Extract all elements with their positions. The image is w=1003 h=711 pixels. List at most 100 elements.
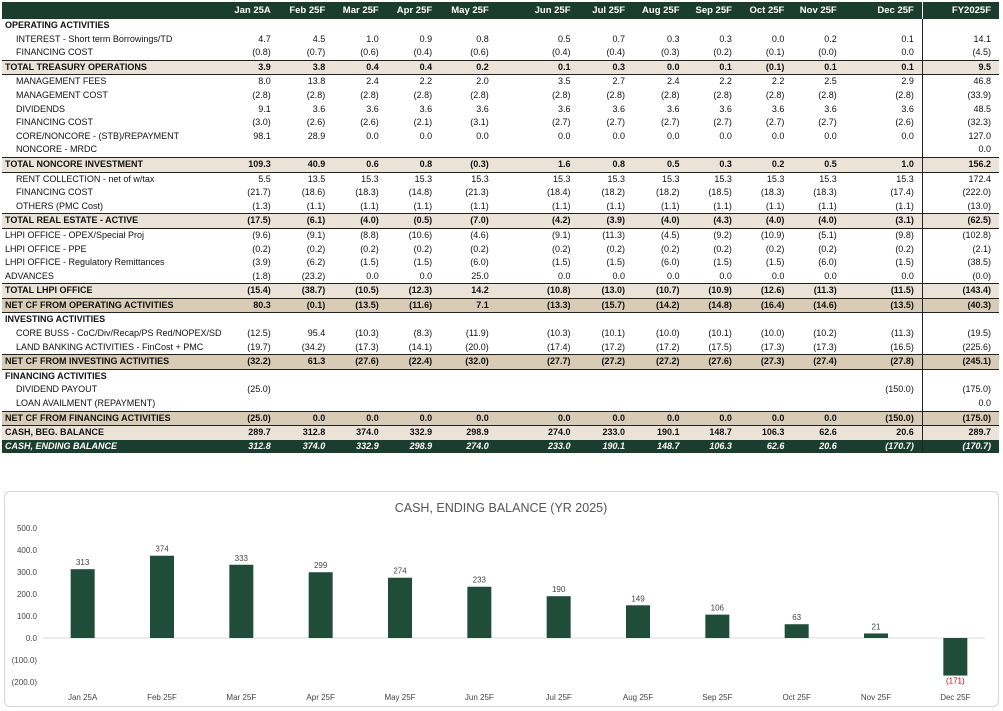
table-cell: 0.3 — [687, 156, 740, 173]
table-cell — [497, 313, 579, 327]
table-cell: (2.8) — [413, 89, 433, 100]
table-cell: 0.4 — [333, 59, 387, 76]
table-cell: (0.2) — [252, 243, 271, 254]
header-col-7: Jul 25F — [578, 2, 634, 19]
table-cell: 62.6 — [739, 439, 793, 454]
row-label: NET CF FROM INVESTING ACTIVITIES — [2, 354, 225, 370]
row-label: FINANCING COST — [16, 47, 94, 58]
x-tick-label: Aug 25F — [623, 693, 653, 702]
table-cell: 7.1 — [440, 297, 497, 314]
table-cell: (2.7) — [661, 117, 680, 128]
table-cell: (10.3) — [547, 328, 571, 339]
table-cell: 298.9 — [386, 439, 441, 454]
table-cell: 2.4 — [366, 76, 379, 87]
table-cell: (0.2) — [306, 243, 326, 254]
table-cell: (4.0) — [792, 213, 845, 229]
y-tick-label: (200.0) — [12, 678, 38, 687]
table-cell: 2.5 — [824, 76, 837, 87]
table-cell — [633, 19, 688, 33]
x-tick-label: Feb 25F — [147, 693, 177, 702]
table-cell: (2.8) — [552, 89, 571, 100]
table-cell — [387, 143, 440, 157]
table-cell: (6.0) — [818, 257, 837, 268]
table-cell: (1.5) — [360, 257, 379, 268]
table-row: LHPI OFFICE - OPEX/Special Proj (9.6) (9.1… — [2, 228, 999, 243]
table-cell: 62.6 — [792, 425, 845, 440]
table-cell: 0.1 — [901, 33, 914, 44]
table-cell — [579, 19, 634, 33]
table-cell: (1.1) — [713, 200, 732, 211]
row-label: TOTAL NONCORE INVESTMENT — [2, 156, 225, 173]
table-cell: (27.6) — [687, 354, 740, 370]
table-cell: (18.4) — [547, 187, 571, 198]
table-cell: (4.5) — [921, 46, 999, 61]
table-cell: (6.1) — [278, 213, 334, 229]
table-cell: (0.1) — [739, 59, 793, 76]
bar-apr-25f — [308, 572, 333, 638]
table-cell — [792, 369, 844, 383]
table-cell — [497, 19, 579, 33]
table-cell: 14.1 — [921, 32, 999, 47]
table-cell: 46.8 — [921, 74, 999, 89]
header-col-8: Aug 25F — [633, 2, 688, 19]
table-cell: 9.5 — [921, 59, 999, 76]
table-cell: (18.5) — [708, 187, 732, 198]
table-cell — [633, 397, 688, 411]
table-cell — [333, 19, 386, 33]
table-cell: (2.8) — [661, 89, 680, 100]
table-cell: (1.5) — [765, 257, 785, 268]
table-cell: (0.2) — [552, 243, 571, 254]
table-cell — [387, 19, 440, 33]
data-label: 313 — [76, 558, 90, 567]
table-cell: 0.0 — [719, 130, 732, 141]
table-cell: 13.5 — [307, 173, 326, 184]
table-cell: 15.3 — [471, 173, 489, 184]
table-cell: 0.0 — [824, 270, 837, 281]
table-cell — [497, 143, 579, 157]
table-cell: (2.8) — [252, 89, 271, 100]
table-cell: (1.5) — [552, 257, 571, 268]
table-cell: (8.8) — [360, 229, 379, 240]
y-tick-label: 300.0 — [17, 568, 38, 577]
table-cell — [387, 383, 440, 397]
table-cell: (3.1) — [470, 117, 489, 128]
table-cell: (2.8) — [470, 89, 489, 100]
table-cell: (17.3) — [813, 341, 837, 352]
table-cell — [224, 313, 279, 327]
row-label: MANAGEMENT FEES — [16, 76, 107, 87]
y-tick-label: 0.0 — [26, 634, 38, 643]
table-cell: (18.2) — [656, 187, 680, 198]
bar-sep-25f — [705, 614, 730, 638]
table-cell: (0.2) — [818, 243, 837, 254]
table-cell: 4.5 — [312, 33, 326, 44]
table-cell: (170.7) — [844, 439, 923, 454]
table-cell — [921, 19, 999, 33]
table-cell: 0.0 — [901, 47, 914, 58]
table-cell: (0.2) — [360, 243, 379, 254]
table-cell — [440, 369, 497, 383]
table-cell: 15.3 — [414, 173, 433, 184]
table-cell: (16.4) — [739, 297, 793, 314]
table-cell — [633, 383, 688, 397]
table-cell: 20.6 — [844, 425, 923, 440]
table-cell: (1.1) — [552, 200, 571, 211]
table-cell — [440, 19, 497, 33]
table-cell: (15.7) — [578, 297, 634, 314]
data-label: 333 — [235, 554, 249, 563]
table-cell: 0.0 — [633, 410, 688, 427]
table-cell: 0.0 — [612, 130, 626, 141]
table-cell: 3.6 — [558, 103, 571, 114]
table-row: FINANCING COST (3.0) (2.6) (2.6) (2.1) (3.1) (… — [2, 116, 999, 130]
data-label: 106 — [711, 604, 725, 613]
y-axis: 500.0 400.0 300.0 200.0 100.0 0.0 (100.0) (200.… — [12, 524, 985, 687]
table-cell — [387, 369, 440, 383]
table-cell: 2.7 — [612, 76, 626, 87]
table-cell: 0.0 — [419, 270, 433, 281]
table-cell: (10.5) — [333, 283, 387, 299]
table-cell: (27.8) — [844, 354, 923, 370]
table-cell: (19.5) — [921, 327, 999, 341]
table-row: CASH, BEG. BALANCE 289.7 312.8 374.0 332.9 29… — [2, 425, 999, 440]
table-cell: 0.8 — [476, 33, 489, 44]
table-cell — [792, 19, 844, 33]
table-row: DIVIDENDS 9.1 3.6 3.6 3.6 3.6 3.6 3.6 3.6 3.6 3.6 3… — [2, 102, 999, 117]
